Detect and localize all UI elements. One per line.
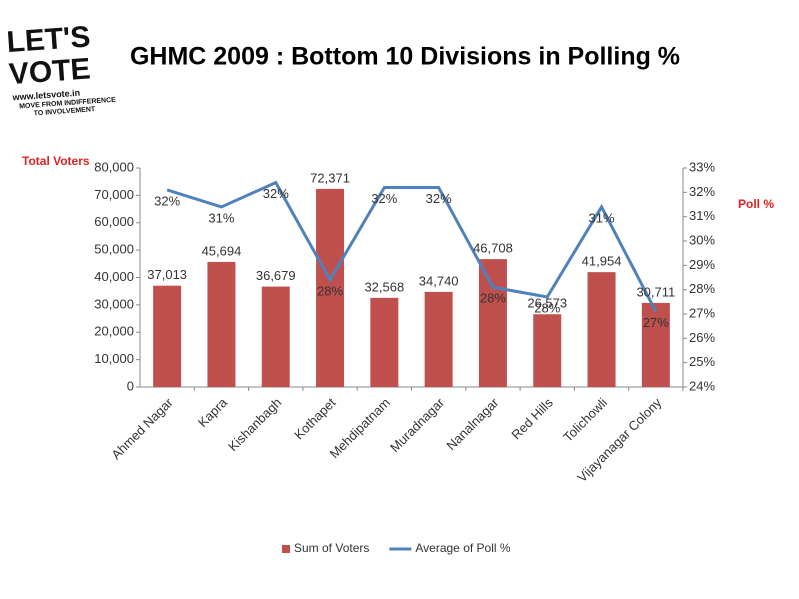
- data-label: 28%: [317, 283, 343, 298]
- y-tick-label: 50,000: [94, 242, 134, 257]
- bar: [533, 314, 562, 387]
- y-tick-label: 20,000: [94, 324, 134, 339]
- bar: [207, 261, 236, 387]
- x-tick-label: Ahmed Nagar: [108, 394, 176, 462]
- y2-tick-label: 30%: [689, 232, 715, 247]
- y-tick-label: 30,000: [94, 296, 134, 311]
- y2-tick-label: 26%: [689, 330, 715, 345]
- y2-tick-label: 25%: [689, 354, 715, 369]
- data-label: 28%: [480, 291, 506, 306]
- y2-axis-label: Poll %: [738, 197, 774, 211]
- x-tick-label: Kishanbagh: [225, 395, 284, 454]
- data-label: 27%: [643, 315, 669, 330]
- data-label: 32,568: [364, 279, 404, 294]
- data-label: 72,371: [310, 170, 350, 185]
- data-label: 32%: [263, 186, 289, 201]
- x-tick-label: Kapra: [195, 394, 231, 430]
- y-tick-label: 80,000: [94, 159, 134, 174]
- data-label: 32%: [426, 191, 452, 206]
- data-label: 46,708: [473, 241, 513, 256]
- line: [166, 180, 658, 313]
- bar: [587, 272, 616, 387]
- legend-label: Average of Poll %: [415, 541, 510, 555]
- x-tick-label: Muradnagar: [387, 394, 448, 455]
- legend-label: Sum of Voters: [294, 541, 369, 555]
- bar: [424, 291, 453, 387]
- bar: [641, 302, 670, 387]
- y2-tick-label: 27%: [689, 305, 715, 320]
- y-tick-label: 40,000: [94, 269, 134, 284]
- y2-tick-label: 28%: [689, 281, 715, 296]
- logo-text: VOTE: [8, 52, 92, 91]
- bar: [316, 188, 345, 387]
- bar: [478, 259, 507, 387]
- y-tick-label: 10,000: [94, 351, 134, 366]
- x-tick-label: Nanalnagar: [443, 394, 502, 453]
- logo-text: LET'S: [6, 20, 92, 59]
- data-label: 26,573: [527, 296, 567, 311]
- data-label: 45,694: [202, 243, 242, 258]
- legend-swatch: [282, 545, 290, 553]
- y2-tick-label: 32%: [689, 184, 715, 199]
- chart-title: GHMC 2009 : Bottom 10 Divisions in Polli…: [130, 43, 680, 71]
- logo-tagline: TO INVOLVEMENT: [34, 106, 97, 117]
- data-label: 37,013: [147, 267, 187, 282]
- y-tick-label: 0: [127, 378, 134, 393]
- logo-url: www.letsvote.in: [11, 88, 80, 103]
- data-label: 34,740: [419, 273, 459, 288]
- y-axis-label: Total Voters: [22, 154, 90, 168]
- y2-tick-label: 24%: [689, 378, 715, 393]
- y2-tick-label: 31%: [689, 208, 715, 223]
- data-label: 36,679: [256, 268, 296, 283]
- x-tick-label: Tolichowli: [560, 395, 610, 445]
- bar: [370, 297, 399, 387]
- x-tick-label: Kothapet: [291, 395, 339, 443]
- data-label: 41,954: [582, 254, 622, 269]
- logo: LET'S VOTE www.letsvote.in MOVE FROM IND…: [6, 20, 117, 117]
- y2-tick-label: 29%: [689, 257, 715, 272]
- data-label: 31%: [208, 210, 234, 225]
- data-label: 28%: [534, 300, 560, 315]
- data-label: 32%: [371, 191, 397, 206]
- y2-tick-label: 33%: [689, 159, 715, 174]
- y-tick-label: 70,000: [94, 187, 134, 202]
- data-label: 32%: [154, 193, 180, 208]
- x-tick-label: Red Hills: [508, 395, 556, 443]
- data-label: 30,711: [636, 284, 675, 299]
- bar: [153, 285, 182, 387]
- bar: [261, 286, 290, 387]
- data-label: 31%: [589, 210, 615, 225]
- y-tick-label: 60,000: [94, 214, 134, 229]
